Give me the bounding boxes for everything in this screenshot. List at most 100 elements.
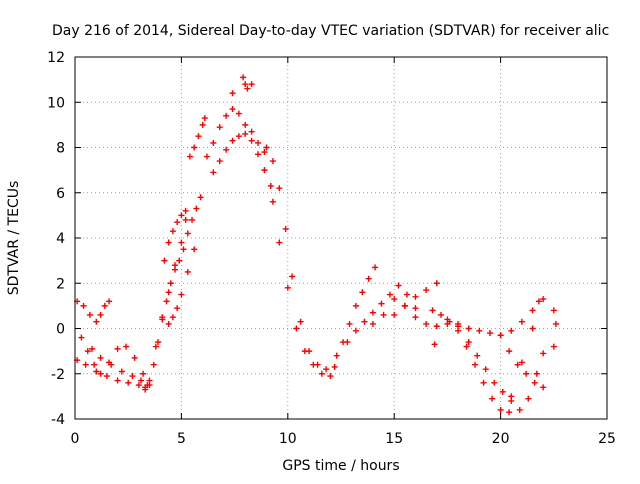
x-axis-label: GPS time / hours: [282, 458, 399, 474]
data-point: [506, 348, 513, 355]
data-point: [412, 293, 419, 300]
data-point: [523, 370, 530, 377]
data-point: [508, 393, 515, 400]
data-point: [103, 373, 110, 380]
data-point: [118, 368, 125, 375]
data-point: [297, 318, 304, 325]
y-tick-label: 6: [56, 186, 65, 202]
data-point: [346, 320, 353, 327]
data-point: [301, 348, 308, 355]
data-point: [276, 239, 283, 246]
data-point: [182, 216, 189, 223]
data-point: [429, 307, 436, 314]
data-point: [216, 158, 223, 165]
data-point: [169, 228, 176, 235]
data-point: [508, 327, 515, 334]
data-point: [480, 379, 487, 386]
data-point: [540, 384, 547, 391]
data-point: [161, 257, 168, 264]
y-axis-tick-labels: -4 -2 0 2 4 6 8 10 12: [47, 50, 65, 428]
data-point: [244, 85, 251, 92]
y-tick-label: -2: [51, 367, 65, 383]
data-point: [150, 361, 157, 368]
x-tick-label: 20: [492, 431, 510, 447]
data-point: [518, 359, 525, 366]
data-point: [269, 198, 276, 205]
data-point: [235, 110, 242, 117]
data-point: [229, 137, 236, 144]
data-point: [403, 291, 410, 298]
data-point: [108, 361, 115, 368]
data-point: [365, 275, 372, 282]
data-point: [489, 395, 496, 402]
data-point: [86, 311, 93, 318]
data-point: [525, 395, 532, 402]
data-point: [93, 368, 100, 375]
data-point: [518, 318, 525, 325]
data-point: [140, 370, 147, 377]
data-point: [423, 287, 430, 294]
data-point: [242, 81, 249, 88]
data-point: [369, 309, 376, 316]
data-point: [540, 296, 547, 303]
data-point: [255, 151, 262, 158]
data-point: [203, 153, 210, 160]
data-point: [172, 262, 179, 269]
data-point: [174, 305, 181, 312]
data-point: [248, 137, 255, 144]
grid-lines: [75, 57, 607, 419]
data-point: [465, 325, 472, 332]
data-point: [242, 130, 249, 137]
y-tick-label: 2: [56, 276, 65, 292]
data-point: [533, 370, 540, 377]
data-point: [327, 373, 334, 380]
data-point: [531, 379, 538, 386]
data-point: [261, 149, 268, 156]
data-point: [242, 121, 249, 128]
data-point: [474, 352, 481, 359]
data-point: [293, 325, 300, 332]
y-tick-label: 10: [47, 95, 65, 111]
data-point: [550, 307, 557, 314]
data-point: [178, 291, 185, 298]
data-point: [131, 354, 138, 361]
data-point: [154, 339, 161, 346]
data-point: [97, 311, 104, 318]
data-point: [433, 280, 440, 287]
data-point: [497, 406, 504, 413]
data-point: [135, 382, 142, 389]
data-point: [497, 332, 504, 339]
data-point: [78, 334, 85, 341]
data-point: [182, 207, 189, 214]
data-point: [431, 341, 438, 348]
data-point: [516, 406, 523, 413]
y-tick-label: 4: [56, 231, 65, 247]
data-point: [540, 350, 547, 357]
data-point: [125, 379, 132, 386]
data-point: [184, 268, 191, 275]
data-point: [178, 212, 185, 219]
data-point: [165, 289, 172, 296]
data-point: [248, 81, 255, 88]
data-point: [263, 144, 270, 151]
data-point: [229, 90, 236, 97]
data-point: [323, 366, 330, 373]
data-point: [97, 370, 104, 377]
data-point: [180, 246, 187, 253]
data-point: [169, 314, 176, 321]
y-tick-label: -4: [51, 412, 65, 428]
data-point: [463, 343, 470, 350]
data-point: [184, 230, 191, 237]
data-point: [552, 320, 559, 327]
data-point: [163, 298, 170, 305]
data-points: [74, 74, 559, 416]
data-point: [412, 305, 419, 312]
data-point: [514, 361, 521, 368]
data-point: [333, 352, 340, 359]
data-point: [123, 343, 130, 350]
data-point: [352, 302, 359, 309]
x-tick-label: 0: [71, 431, 80, 447]
data-point: [438, 311, 445, 318]
data-point: [97, 354, 104, 361]
data-point: [189, 216, 196, 223]
